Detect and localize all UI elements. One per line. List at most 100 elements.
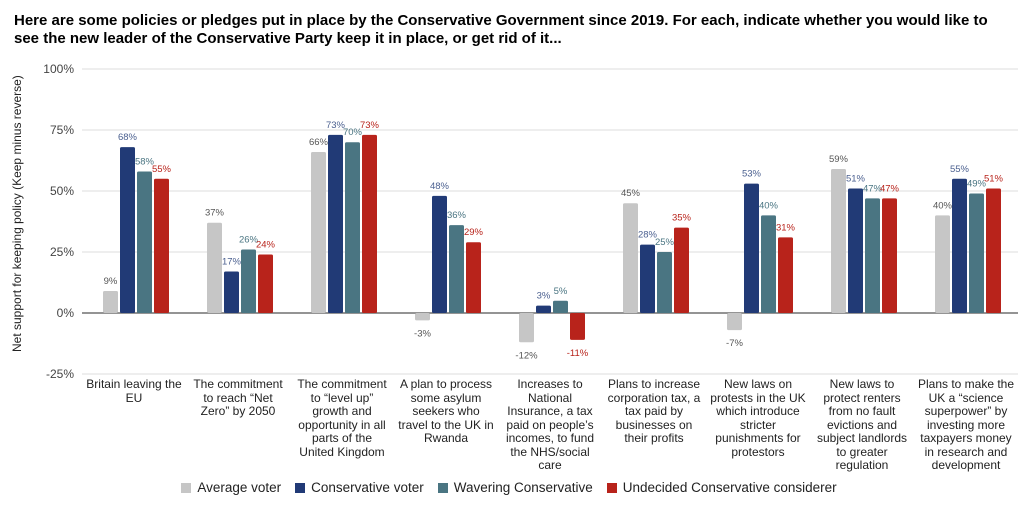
data-label: 55% bbox=[950, 164, 970, 175]
data-label: 58% bbox=[135, 156, 155, 167]
bar-average-voter bbox=[103, 291, 118, 313]
legend-label: Conservative voter bbox=[311, 480, 424, 495]
data-label: 3% bbox=[537, 291, 551, 302]
bar-undecided-conservative-considerer bbox=[570, 313, 585, 340]
x-tick-label: The commitment to “level up” growth and … bbox=[297, 377, 387, 459]
bar-average-voter bbox=[311, 151, 326, 313]
bar-undecided-conservative-considerer bbox=[258, 254, 273, 313]
bar-wavering-conservative bbox=[345, 142, 360, 313]
data-label: 24% bbox=[256, 239, 276, 250]
bar-conservative-voter bbox=[744, 183, 759, 313]
y-tick-label: 75% bbox=[50, 123, 74, 137]
bar-conservative-voter bbox=[848, 188, 863, 313]
bar-average-voter bbox=[727, 313, 742, 331]
bar-undecided-conservative-considerer bbox=[154, 178, 169, 313]
data-label: -11% bbox=[567, 348, 589, 359]
bar-average-voter bbox=[415, 313, 430, 321]
chart-title: Here are some policies or pledges put in… bbox=[14, 12, 988, 47]
data-label: 47% bbox=[863, 183, 883, 194]
data-label: 31% bbox=[776, 222, 796, 233]
legend-label: Average voter bbox=[197, 480, 282, 495]
x-tick-label: The commitment to reach “Net Zero” by 20… bbox=[193, 377, 283, 418]
data-label: 35% bbox=[672, 213, 692, 224]
bar-conservative-voter bbox=[120, 147, 135, 313]
x-tick-label: Plans to increase corporation tax, a tax… bbox=[607, 377, 701, 445]
legend-swatch bbox=[181, 482, 192, 493]
y-tick-label: 0% bbox=[57, 306, 75, 320]
legend-label: Undecided Conservative considerer bbox=[622, 480, 837, 495]
bar-conservative-voter bbox=[224, 271, 239, 313]
data-label: 40% bbox=[933, 200, 953, 211]
y-tick-label: -25% bbox=[46, 367, 74, 381]
data-label: 37% bbox=[205, 208, 225, 219]
bar-undecided-conservative-considerer bbox=[466, 242, 481, 313]
bar-undecided-conservative-considerer bbox=[674, 227, 689, 313]
data-label: 40% bbox=[759, 200, 779, 211]
x-tick-label: New laws on protests in the UK which int… bbox=[710, 377, 806, 459]
bar-wavering-conservative bbox=[761, 215, 776, 313]
data-label: 68% bbox=[118, 132, 138, 143]
legend-swatch bbox=[606, 482, 617, 493]
data-label: -12% bbox=[515, 350, 538, 361]
legend-label: Wavering Conservative bbox=[453, 480, 593, 495]
data-label: 73% bbox=[360, 120, 380, 131]
bar-conservative-voter bbox=[432, 195, 447, 313]
bar-wavering-conservative bbox=[553, 300, 568, 313]
bar-average-voter bbox=[831, 169, 846, 313]
bar-average-voter bbox=[207, 222, 222, 313]
bar-wavering-conservative bbox=[657, 252, 672, 313]
data-label: 59% bbox=[829, 154, 849, 165]
bar-wavering-conservative bbox=[137, 171, 152, 313]
x-tick-label: A plan to process some asylum seekers wh… bbox=[398, 377, 494, 445]
data-label: -7% bbox=[726, 338, 743, 349]
data-label: 45% bbox=[621, 188, 641, 199]
x-tick-label: New laws to protect renters from no faul… bbox=[816, 377, 908, 472]
legend-item: Undecided Conservative considerer bbox=[606, 480, 837, 495]
y-tick-label: 100% bbox=[43, 62, 74, 76]
data-label: 73% bbox=[326, 120, 346, 131]
bar-conservative-voter bbox=[536, 305, 551, 313]
data-label: 28% bbox=[638, 230, 658, 241]
bar-average-voter bbox=[519, 313, 534, 343]
data-label: 9% bbox=[104, 276, 118, 287]
bar-average-voter bbox=[935, 215, 950, 313]
data-label: 53% bbox=[742, 169, 762, 180]
data-label: 47% bbox=[880, 183, 900, 194]
data-label: 49% bbox=[967, 178, 987, 189]
bar-conservative-voter bbox=[640, 244, 655, 313]
y-tick-label: 25% bbox=[50, 245, 74, 259]
data-label: 26% bbox=[239, 235, 259, 246]
data-label: 29% bbox=[464, 227, 484, 238]
legend-swatch bbox=[295, 482, 306, 493]
data-label: 55% bbox=[152, 164, 172, 175]
bar-wavering-conservative bbox=[241, 249, 256, 313]
x-tick-label: Britain leaving the EU bbox=[86, 377, 182, 405]
data-label: 17% bbox=[222, 257, 242, 268]
bar-undecided-conservative-considerer bbox=[362, 134, 377, 313]
x-tick-label: Plans to make the UK a “science superpow… bbox=[917, 377, 1015, 472]
bar-wavering-conservative bbox=[865, 198, 880, 313]
bar-undecided-conservative-considerer bbox=[778, 237, 793, 313]
bar-conservative-voter bbox=[952, 178, 967, 313]
legend-item: Conservative voter bbox=[295, 480, 424, 495]
bar-wavering-conservative bbox=[969, 193, 984, 313]
data-label: 25% bbox=[655, 237, 675, 248]
x-tick-label: Increases to National Insurance, a tax p… bbox=[505, 377, 595, 472]
bar-average-voter bbox=[623, 203, 638, 313]
data-label: 66% bbox=[309, 137, 329, 148]
bar-conservative-voter bbox=[328, 134, 343, 313]
bar-wavering-conservative bbox=[449, 225, 464, 313]
data-label: 5% bbox=[554, 286, 568, 297]
bar-undecided-conservative-considerer bbox=[882, 198, 897, 313]
legend-swatch bbox=[437, 482, 448, 493]
legend-item: Wavering Conservative bbox=[437, 480, 593, 495]
legend-item: Average voter bbox=[181, 480, 281, 495]
data-label: 51% bbox=[984, 174, 1004, 185]
data-label: 70% bbox=[343, 127, 363, 138]
data-label: -3% bbox=[414, 328, 431, 339]
legend: Average voter Conservative voter Wavering … bbox=[0, 480, 1018, 495]
y-tick-label: 50% bbox=[50, 184, 74, 198]
bar-undecided-conservative-considerer bbox=[986, 188, 1001, 313]
data-label: 51% bbox=[846, 174, 866, 185]
